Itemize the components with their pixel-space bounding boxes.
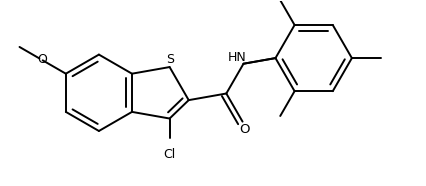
Text: O: O xyxy=(37,53,47,66)
Text: O: O xyxy=(239,123,249,136)
Text: S: S xyxy=(166,53,174,66)
Text: HN: HN xyxy=(227,51,246,64)
Text: Cl: Cl xyxy=(163,148,176,161)
